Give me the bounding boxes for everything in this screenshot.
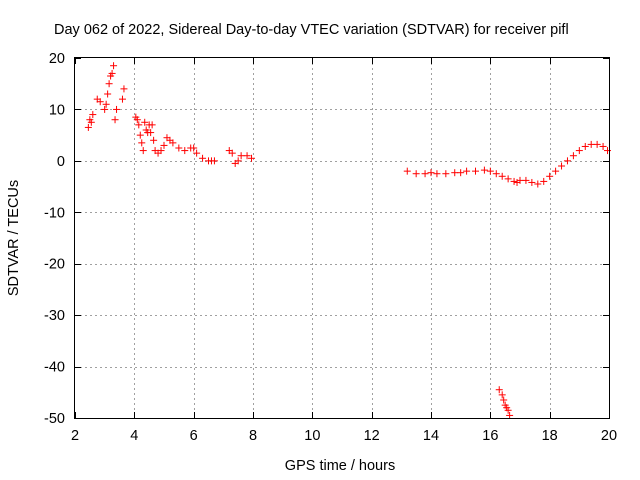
x-tick-label: 12 (364, 428, 380, 444)
data-point (472, 167, 479, 175)
data-point (111, 116, 119, 124)
data-point (504, 406, 512, 414)
data-point (237, 152, 245, 160)
data-point (540, 177, 548, 185)
y-tick-label: -10 (44, 205, 65, 221)
data-point (403, 167, 411, 175)
data-point (147, 129, 155, 137)
data-point (175, 144, 183, 152)
data-point (528, 178, 536, 186)
data-point (120, 85, 128, 93)
plot-frame (74, 57, 610, 419)
data-point (136, 131, 144, 139)
data-point (84, 123, 92, 131)
data-point (516, 176, 524, 184)
x-tick-label: 20 (601, 428, 617, 444)
data-point (442, 170, 450, 178)
data-point (427, 169, 435, 177)
data-point (498, 391, 506, 399)
data-point (157, 147, 165, 155)
data-point (118, 95, 126, 103)
data-point (593, 140, 601, 148)
data-point (199, 154, 207, 162)
data-point (96, 98, 104, 106)
y-tick-label: -50 (44, 411, 65, 427)
data-point (575, 147, 583, 155)
data-point (87, 118, 95, 126)
x-tick-label: 2 (71, 428, 79, 444)
data-point (105, 80, 113, 88)
data-point (510, 177, 518, 185)
data-point (160, 141, 168, 149)
data-point (486, 167, 494, 175)
data-point (492, 170, 500, 178)
x-tick-label: 10 (304, 428, 320, 444)
data-point (558, 162, 566, 170)
data-point (89, 111, 97, 119)
data-point (546, 172, 554, 180)
data-point (412, 170, 420, 178)
data-point (433, 170, 441, 178)
y-tick-label: -20 (44, 257, 65, 273)
data-point (190, 144, 198, 152)
y-tick-label: -40 (44, 360, 65, 376)
data-point (457, 169, 465, 177)
data-point (587, 140, 595, 148)
data-point (552, 167, 560, 175)
data-point (113, 105, 121, 113)
data-point (138, 139, 146, 147)
y-tick-label: -30 (44, 308, 65, 324)
data-point (104, 90, 112, 98)
x-axis-label: GPS time / hours (285, 458, 395, 474)
data-point (135, 121, 143, 129)
x-tick-label: 16 (482, 428, 498, 444)
ticks: 2 4 6 8 10 12 14 16 18 20 20 10 0 -10 -20 -30 -40 -50 (44, 51, 617, 444)
y-tick-label: 20 (49, 51, 65, 67)
data-series (84, 62, 612, 419)
data-point (101, 105, 109, 113)
x-tick-label: 14 (423, 428, 439, 444)
data-point (563, 157, 571, 165)
data-point (139, 147, 147, 155)
y-axis-label: SDTVAR / TECUs (6, 180, 22, 296)
data-point (500, 396, 508, 404)
x-tick-label: 8 (249, 428, 257, 444)
data-point (506, 411, 514, 419)
data-point (150, 136, 158, 144)
data-point (148, 121, 156, 129)
data-point (234, 157, 242, 165)
data-point (133, 116, 141, 124)
data-point (495, 386, 503, 394)
x-tick-label: 4 (130, 428, 138, 444)
data-point (451, 169, 459, 177)
y-tick-label: 10 (49, 102, 65, 118)
data-point (169, 139, 177, 147)
x-tick-label: 18 (542, 428, 558, 444)
data-point (498, 172, 506, 180)
data-point (248, 154, 256, 162)
y-tick-label: 0 (57, 154, 65, 170)
data-point (110, 62, 118, 70)
data-point (463, 167, 471, 175)
data-point (108, 69, 116, 77)
grid (75, 58, 609, 418)
data-point (534, 180, 542, 188)
data-point (228, 149, 236, 157)
data-point (569, 152, 577, 160)
data-point (599, 142, 607, 150)
data-point (193, 149, 201, 157)
data-point (243, 152, 251, 160)
data-point (102, 100, 110, 108)
data-point (210, 157, 218, 165)
data-point (141, 118, 149, 126)
data-point (522, 176, 530, 184)
data-point (480, 166, 488, 174)
data-point (181, 147, 189, 155)
data-point (421, 170, 429, 178)
chart-title: Day 062 of 2022, Sidereal Day-to-day VTE… (54, 22, 569, 38)
data-point (504, 175, 512, 183)
x-tick-label: 6 (190, 428, 198, 444)
data-point (581, 142, 589, 150)
